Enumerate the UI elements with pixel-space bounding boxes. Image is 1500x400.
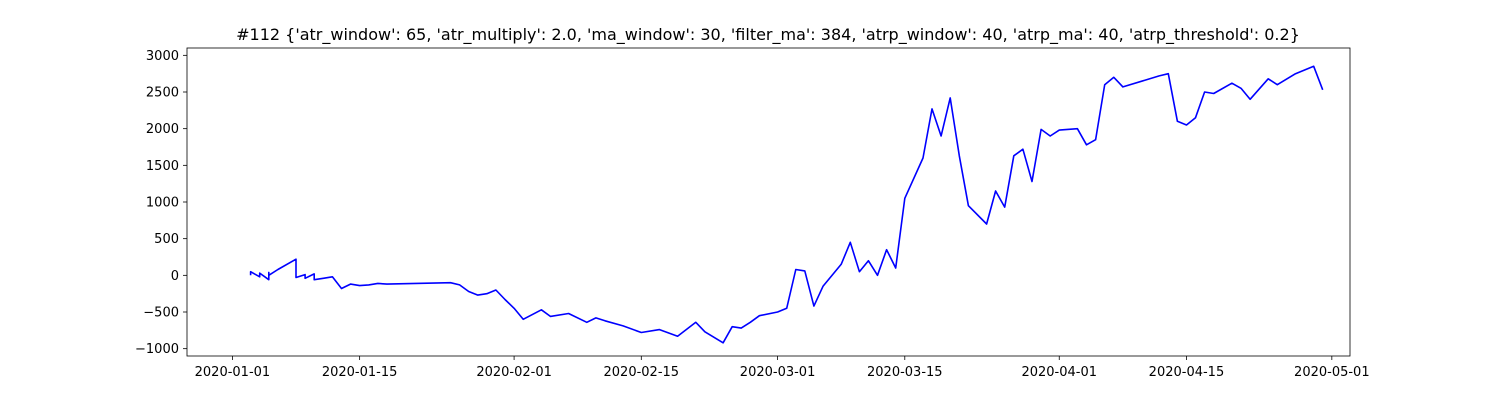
y-tick-label: 0 (171, 269, 179, 284)
y-axis: −1000 −500 0 500 1000 1500 2000 2500 3000 (135, 49, 187, 357)
series-line (249, 65, 1324, 344)
x-tick-label: 2020-04-01 (1021, 365, 1097, 380)
x-tick-label: 2020-01-15 (322, 365, 398, 380)
chart-title: #112 {'atr_window': 65, 'atr_multiply': … (236, 25, 1300, 45)
x-axis: 2020-01-01 2020-01-15 2020-02-01 2020-02-15… (195, 356, 1370, 380)
x-tick-label: 2020-03-01 (740, 365, 816, 380)
y-tick-label: 2000 (146, 122, 179, 137)
y-tick-label: −500 (143, 306, 179, 321)
y-tick-label: 1000 (146, 196, 179, 211)
plot-area (186, 47, 1351, 357)
y-tick-label: 3000 (146, 49, 179, 64)
y-tick-label: 1500 (146, 159, 179, 174)
y-tick-label: 2500 (146, 86, 179, 101)
x-tick-label: 2020-02-01 (476, 365, 552, 380)
y-tick-label: −1000 (135, 342, 179, 357)
y-tick-label: 500 (154, 232, 179, 247)
x-tick-label: 2020-01-01 (195, 365, 271, 380)
x-tick-label: 2020-02-15 (604, 365, 680, 380)
x-tick-label: 2020-03-15 (867, 365, 943, 380)
x-tick-label: 2020-05-01 (1294, 365, 1370, 380)
x-tick-label: 2020-04-15 (1149, 365, 1225, 380)
